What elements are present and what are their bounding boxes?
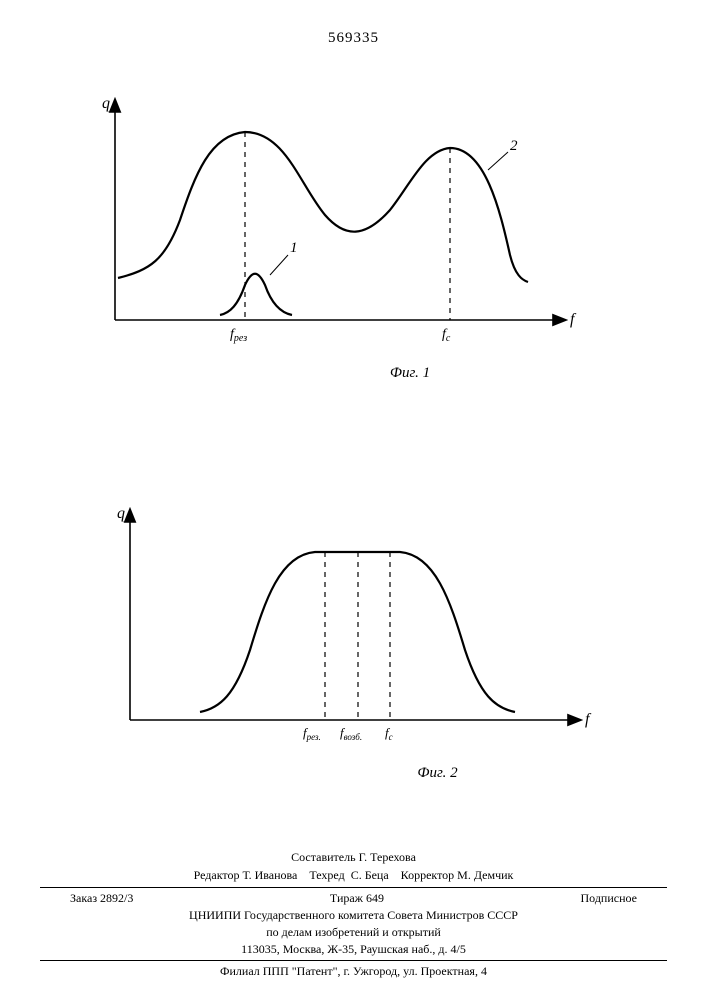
- curve-label-2: 2: [510, 138, 518, 154]
- tick-2: fвозб.: [340, 725, 362, 742]
- corrector-name: М. Демчик: [457, 868, 513, 882]
- address-1: 113035, Москва, Ж-35, Раушская наб., д. …: [40, 941, 667, 958]
- document-number: 569335: [0, 30, 707, 47]
- tick-frez: fрез: [230, 327, 247, 344]
- tick-1: fрез.: [303, 725, 321, 742]
- techred-name: С. Беца: [351, 868, 389, 882]
- circulation: Тираж 649: [330, 891, 384, 906]
- editor-label: Редактор: [194, 868, 240, 882]
- tick-fc: fc: [442, 327, 451, 344]
- compiler-label: Составитель: [291, 850, 355, 864]
- compiler-name: Г. Терехова: [359, 850, 416, 864]
- curve-2: [118, 132, 528, 282]
- editor-name: Т. Иванова: [242, 868, 297, 882]
- curve-label-1: 1: [290, 240, 298, 256]
- fig1-svg: q f 1 2 fрез fc: [90, 80, 600, 360]
- order: Заказ 2892/3: [70, 891, 133, 906]
- corrector-label: Корректор: [401, 868, 455, 882]
- fig2-caption: Фиг. 2: [255, 765, 620, 782]
- figure-2: q f fрез. fвозб. fc Фиг. 2: [80, 490, 620, 782]
- xlabel: f: [585, 711, 592, 728]
- figure-1: q f 1 2 fрез fc Фиг. 1: [90, 80, 600, 382]
- page: 569335 q f 1 2 fр: [0, 0, 707, 1000]
- tick-3: fc: [385, 725, 393, 742]
- ylabel: q: [117, 505, 125, 522]
- leader-1: [270, 255, 288, 275]
- fig2-svg: q f fрез. fвозб. fc: [80, 490, 620, 760]
- branch: Филиал ППП "Патент", г. Ужгород, ул. Про…: [40, 963, 667, 980]
- org-line-1: ЦНИИПИ Государственного комитета Совета …: [40, 907, 667, 924]
- footer: Составитель Г. Терехова Редактор Т. Иван…: [40, 849, 667, 980]
- leader-2: [488, 152, 508, 170]
- subscription: Подписное: [581, 891, 638, 906]
- curve-1: [220, 274, 292, 315]
- fig1-caption: Фиг. 1: [220, 365, 600, 382]
- techred-label: Техред: [309, 868, 344, 882]
- xlabel: f: [570, 311, 577, 328]
- org-line-2: по делам изобретений и открытий: [40, 924, 667, 941]
- ylabel: q: [102, 95, 110, 112]
